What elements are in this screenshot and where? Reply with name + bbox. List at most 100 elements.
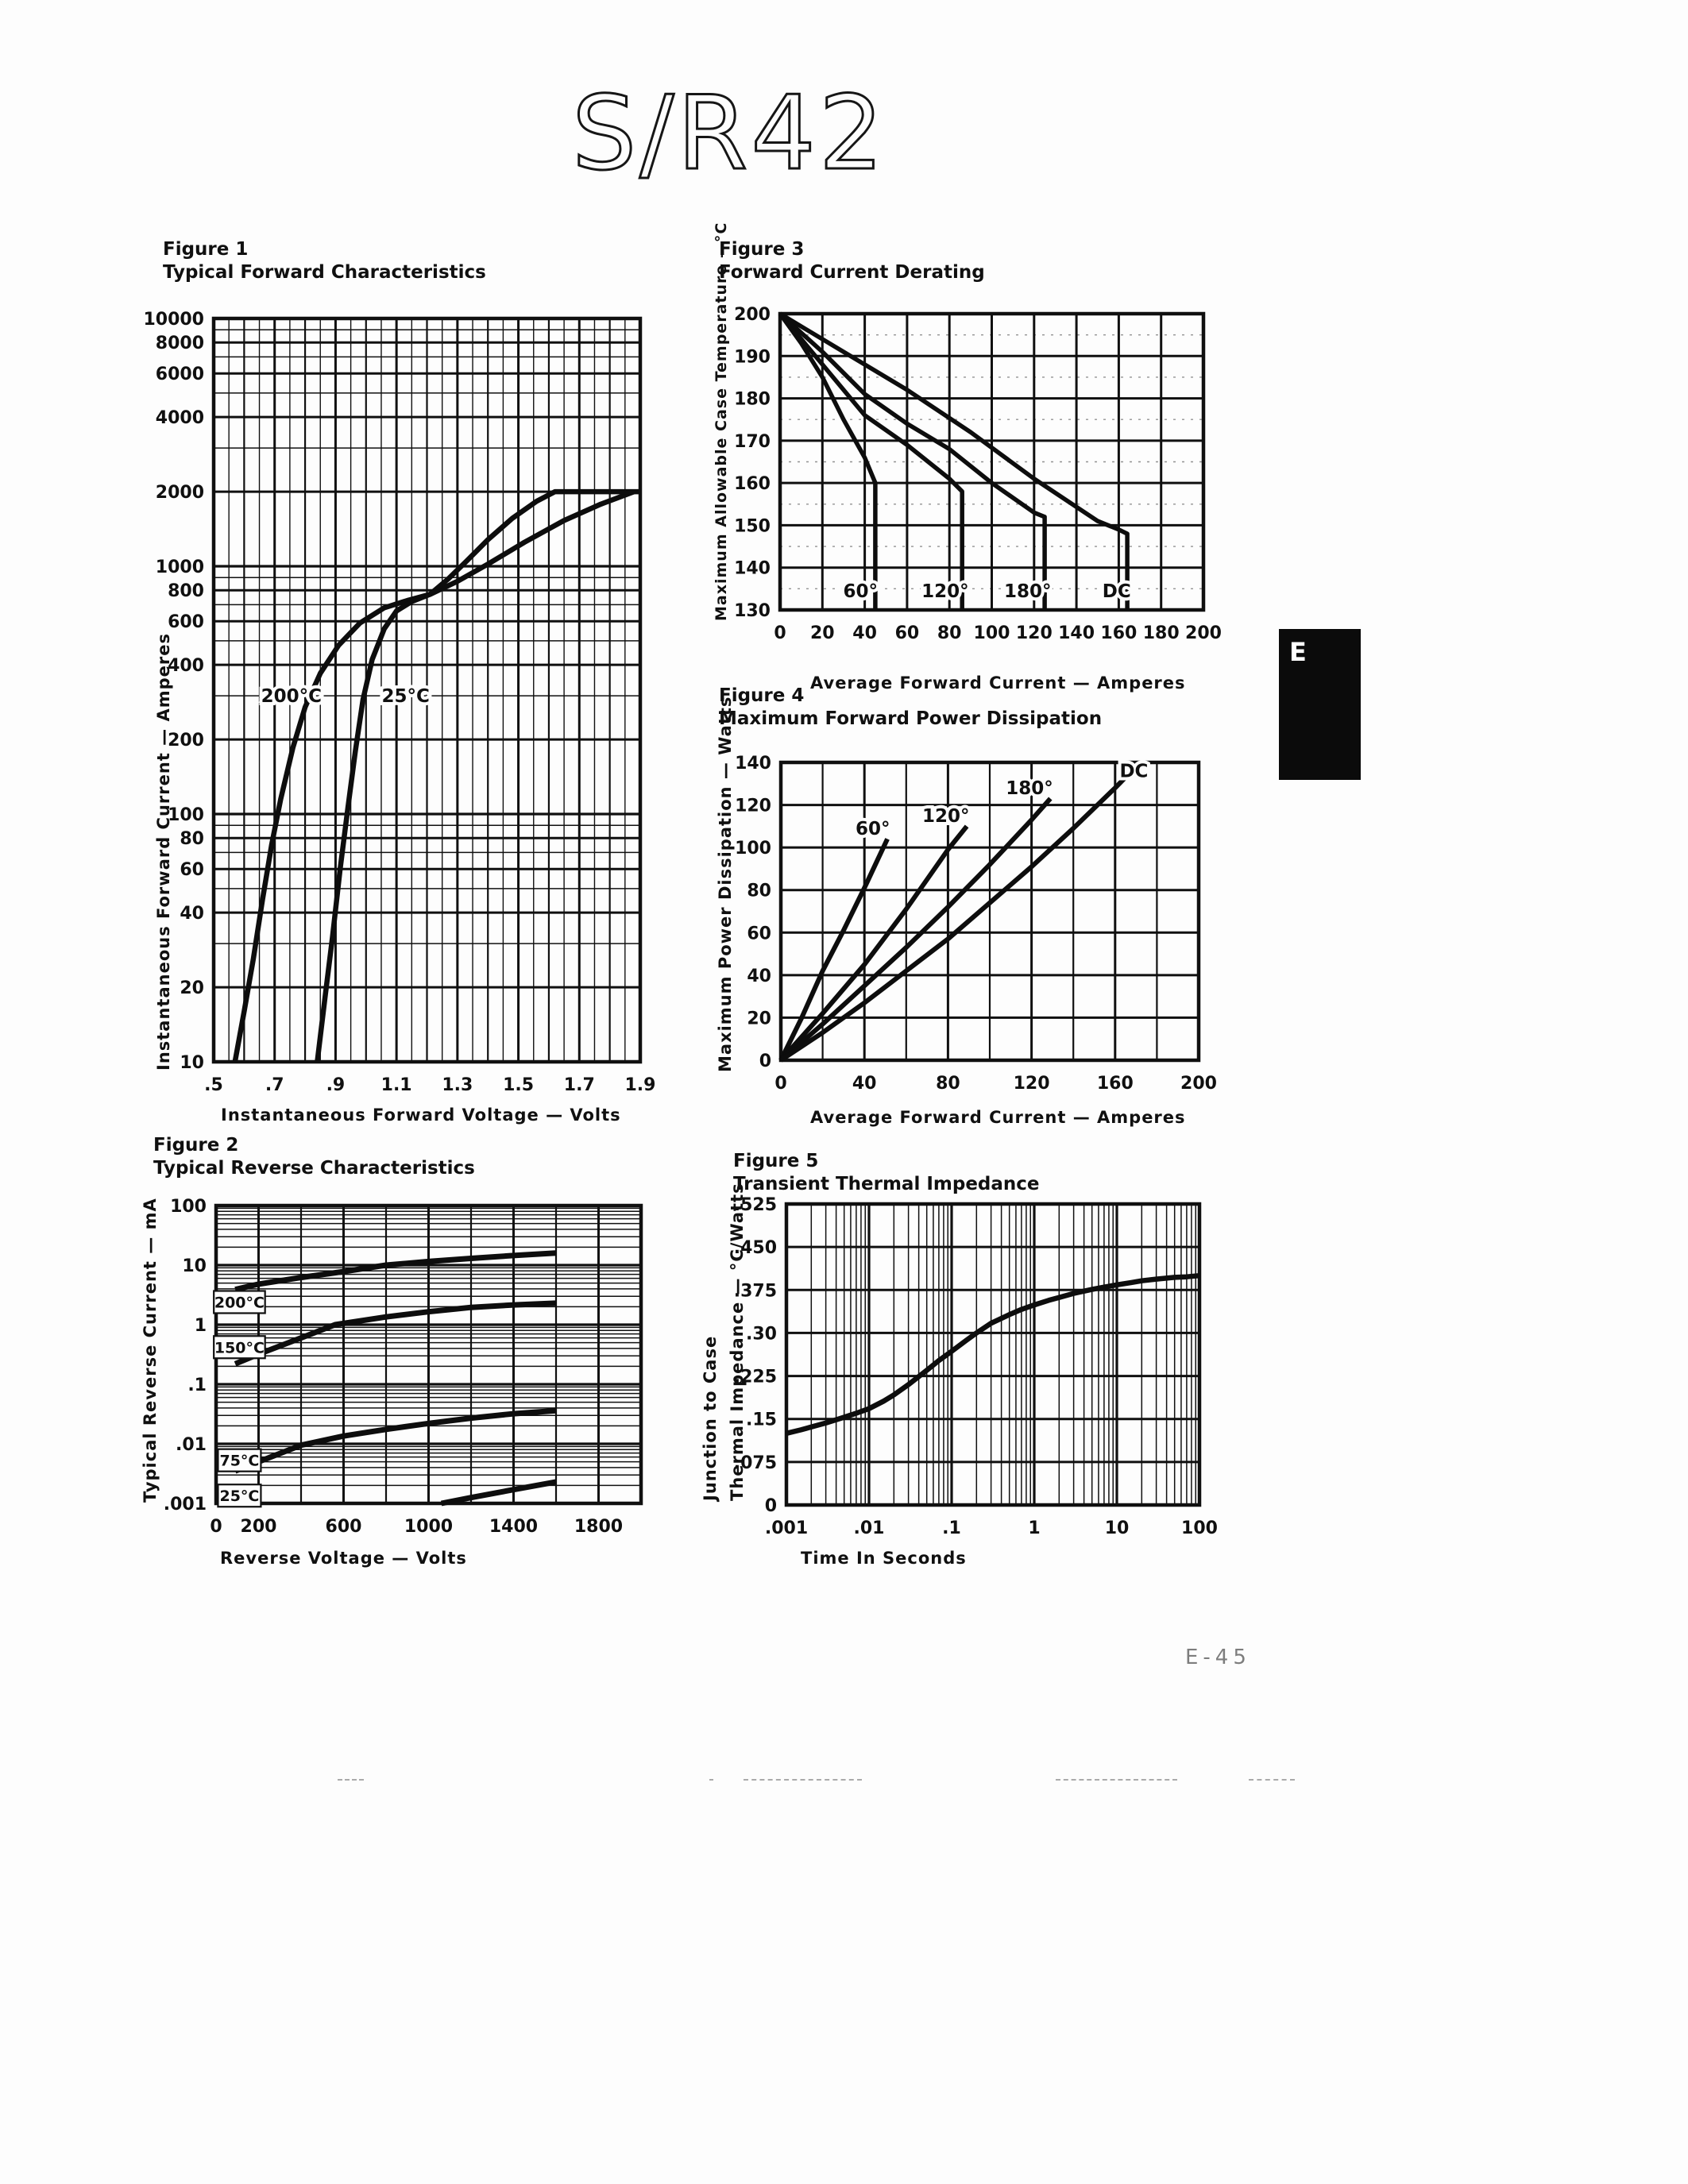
figure-1-heading: Figure 1 Typical Forward Characteristics: [163, 238, 486, 284]
x-tick-label: 0: [774, 623, 786, 643]
scan-artifact-dash: [744, 1779, 862, 1781]
x-tick-label: 80: [936, 1074, 960, 1094]
x-tick-label: 1: [1028, 1518, 1040, 1538]
y-tick-label: 190: [734, 347, 771, 367]
y-tick-label: 800: [168, 581, 204, 601]
figure-5-chart: .525 .450 .375 .30 .225 .15 .075 0.001 .01 .1 1 10 1…: [734, 1195, 1218, 1538]
curve-label: 75°C: [219, 1453, 259, 1470]
x-tick-label: 40: [852, 623, 877, 643]
x-tick-label: 200: [241, 1517, 277, 1537]
figure-1-chart: 200°C 25°C 10000 8000 6000 4000 2000 1000 800 600…: [143, 310, 655, 1095]
curve-25°C: [440, 1479, 557, 1507]
curve-200°C: [234, 1250, 557, 1293]
y-tick-label: .001: [164, 1495, 207, 1515]
y-tick-label: .450: [734, 1238, 777, 1258]
x-tick-label: .7: [265, 1075, 284, 1095]
plot-border: [211, 316, 643, 1064]
plot-border: [778, 760, 1201, 1063]
y-tick-label: .30: [746, 1324, 777, 1344]
x-tick-label: 100: [1181, 1518, 1218, 1538]
scan-artifact-dash: [1249, 1779, 1295, 1781]
x-tick-label: 180: [1143, 623, 1180, 643]
figure-3-x-axis-title: Average Forward Current — Amperes: [810, 673, 1186, 693]
plot-border: [778, 311, 1206, 612]
y-tick-label: 20: [180, 978, 204, 998]
y-tick-label: 180: [734, 390, 771, 410]
curve-label-box: [213, 1290, 266, 1314]
x-tick-label: 20: [810, 623, 835, 643]
figure-5-title: Transient Thermal Impedance: [733, 1174, 1040, 1194]
figure-5-y-axis-title-line2: Thermal Impedance — °C/Watts: [728, 1183, 747, 1501]
figure-5-x-axis-title: Time In Seconds: [801, 1549, 967, 1568]
figure-1-title: Typical Forward Characteristics: [163, 262, 486, 283]
y-tick-label: 0: [759, 1051, 771, 1071]
product-title: S/R42: [572, 75, 886, 193]
y-tick-label: 1: [195, 1316, 207, 1336]
figure-4-x-axis-title: Average Forward Current — Amperes: [810, 1108, 1186, 1127]
section-tab-letter: E: [1289, 637, 1307, 667]
figure-5-label: Figure 5: [733, 1151, 819, 1171]
y-tick-label: .225: [734, 1368, 777, 1387]
y-tick-label: .01: [176, 1435, 207, 1455]
y-tick-label: 1000: [156, 558, 204, 577]
curve-label: 60°: [856, 819, 890, 839]
y-tick-label: 6000: [156, 365, 204, 384]
y-tick-label: 4000: [156, 408, 204, 428]
figure-1-y-axis-title: Instantaneous Forward Current — Amperes: [154, 633, 173, 1071]
curve-thermal-impedance: [786, 1272, 1200, 1436]
x-tick-label: 200: [1180, 1074, 1217, 1094]
y-tick-label: 80: [180, 829, 204, 849]
y-tick-label: 10: [182, 1256, 207, 1276]
x-tick-label: 80: [937, 623, 962, 643]
y-tick-label: 20: [747, 1009, 771, 1028]
figure-5-y-axis-title-line1: Junction to Case: [701, 1335, 720, 1501]
curve-label-box: [217, 1484, 262, 1508]
x-tick-label: .1: [942, 1518, 961, 1538]
figure-4-title: Maximum Forward Power Dissipation: [719, 708, 1103, 729]
figure-3-heading: Figure 3 Forward Current Derating: [719, 238, 985, 284]
curve-label: 25°C: [381, 686, 429, 707]
y-tick-label: .1: [187, 1376, 207, 1395]
figure-3-title: Forward Current Derating: [719, 262, 985, 283]
curve-DC: [778, 311, 1130, 610]
scan-artifact-dash: [338, 1779, 364, 1781]
x-tick-label: .001: [765, 1518, 808, 1538]
y-tick-label: .075: [734, 1453, 777, 1473]
x-tick-label: 200: [1185, 623, 1222, 643]
y-tick-label: .15: [746, 1410, 777, 1430]
x-tick-label: 1.5: [503, 1075, 534, 1095]
x-tick-label: .9: [326, 1075, 346, 1095]
y-tick-label: 60: [747, 924, 771, 943]
figure-2-y-axis-title: Typical Reverse Current — mA: [141, 1198, 160, 1503]
curve-120°: [778, 824, 969, 1062]
y-tick-label: 120: [735, 797, 771, 816]
curve-150°C: [234, 1300, 557, 1367]
curve-180°: [778, 311, 1047, 610]
y-tick-label: 150: [734, 516, 771, 536]
y-tick-label: 170: [734, 432, 771, 452]
curve-180°: [779, 797, 1053, 1063]
curve-75°C: [234, 1407, 557, 1474]
x-tick-label: 160: [1097, 1074, 1134, 1094]
curve-label: 200°C: [261, 686, 322, 707]
y-tick-label: 600: [168, 612, 204, 632]
x-tick-label: 120: [1016, 623, 1053, 643]
y-tick-label: 140: [734, 559, 771, 579]
x-tick-label: .01: [854, 1518, 885, 1538]
curve-label: 150°C: [214, 1339, 265, 1356]
page-number: E-45: [1185, 1646, 1251, 1669]
figure-4-label: Figure 4: [719, 685, 805, 706]
y-tick-label: 10: [180, 1053, 204, 1073]
x-tick-label: 10: [1105, 1518, 1130, 1538]
curve-25°C: [315, 488, 640, 1063]
y-tick-label: 0: [765, 1496, 777, 1516]
figure-3-label: Figure 3: [719, 239, 805, 260]
y-tick-label: .375: [734, 1281, 777, 1301]
scan-artifact-dash: [709, 1779, 713, 1781]
y-tick-label: 140: [735, 754, 771, 774]
y-tick-label: 40: [180, 904, 204, 924]
y-tick-label: 200: [734, 305, 771, 325]
figure-1-label: Figure 1: [163, 239, 249, 260]
